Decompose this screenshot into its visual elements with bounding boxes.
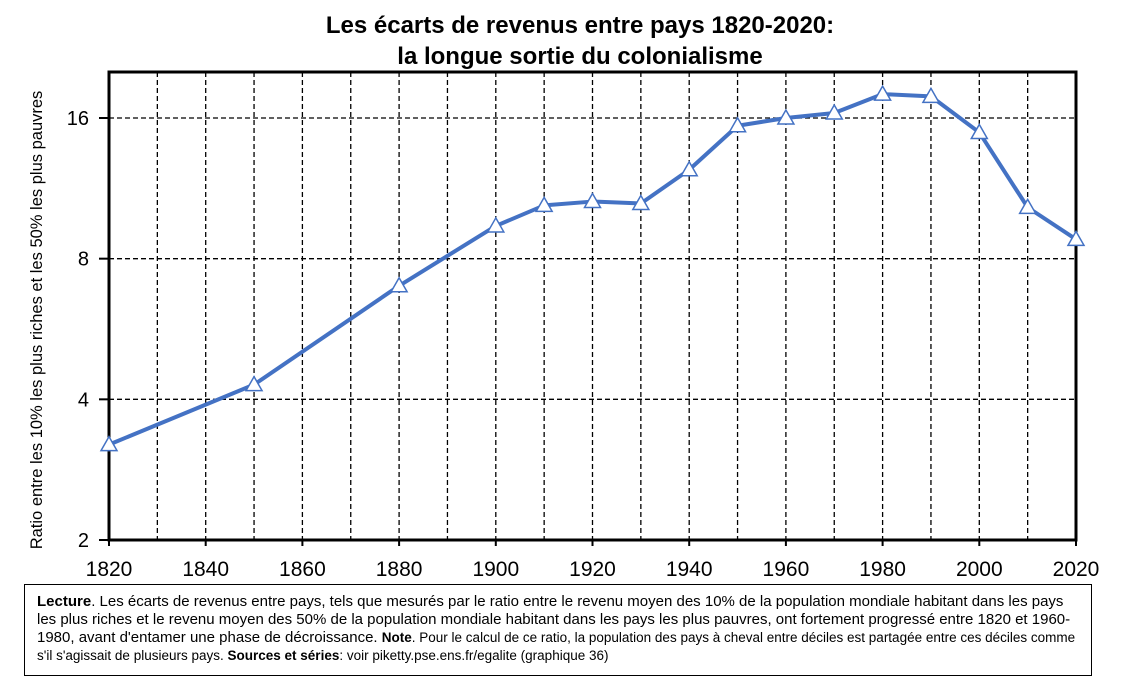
data-point-marker [1018, 197, 1037, 215]
sources-text: : voir piketty.pse.ens.fr/egalite (graph… [339, 648, 609, 663]
x-tick-label: 1960 [763, 558, 810, 581]
data-point-marker [679, 160, 699, 177]
data-point-marker [583, 192, 602, 209]
note-label: Note [381, 630, 412, 645]
y-tick-label: 8 [78, 249, 89, 271]
reading-note: Lecture. Les écarts de revenus entre pay… [24, 584, 1092, 676]
data-point-marker [99, 435, 119, 452]
chart-subtitle: la longue sortie du colonialisme [397, 43, 763, 70]
data-point-marker [970, 122, 989, 140]
x-tick-label: 1920 [569, 558, 616, 581]
data-point-marker [244, 375, 264, 392]
x-tick-label: 1840 [182, 558, 229, 581]
x-tick-label: 1900 [472, 558, 519, 581]
y-tick-label: 4 [78, 389, 89, 411]
x-tick-label: 2000 [956, 558, 1003, 581]
chart-title-block: Les écarts de revenus entre pays 1820-20… [0, 10, 1128, 72]
x-tick-label: 1860 [279, 558, 326, 581]
data-point-marker [776, 108, 796, 125]
data-point-marker [631, 193, 651, 211]
data-point-marker [873, 84, 892, 101]
x-tick-label: 1980 [859, 558, 906, 581]
sources-label: Sources et séries [227, 648, 340, 663]
data-point-marker [389, 276, 409, 293]
data-point-marker [824, 103, 844, 120]
x-tick-label: 1940 [666, 558, 713, 581]
x-tick-label: 2020 [1053, 558, 1100, 581]
x-tick-label: 1880 [376, 558, 423, 581]
note-text: . Pour le calcul de ce ratio, la populat… [37, 630, 1076, 663]
y-axis-label: Ratio entre les 10% les plus riches et l… [28, 91, 46, 550]
data-point-marker [728, 116, 747, 133]
data-point-marker [921, 86, 941, 104]
data-point-marker [534, 195, 554, 213]
lecture-text: . Les écarts de revenus entre pays, tels… [37, 593, 1071, 646]
chart-title: Les écarts de revenus entre pays 1820-20… [325, 12, 835, 39]
x-tick-label: 1820 [86, 558, 133, 581]
line-chart: 2 4 8 16 1820 1840 1860 1880 1900 1920 1940 1960 198… [28, 70, 1100, 581]
data-point-marker [486, 216, 506, 233]
series-line [108, 92, 1078, 447]
y-tick-label: 16 [67, 108, 89, 130]
lecture-label: Lecture [37, 593, 92, 610]
y-tick-label: 2 [78, 530, 89, 552]
data-point-marker [1066, 229, 1086, 247]
